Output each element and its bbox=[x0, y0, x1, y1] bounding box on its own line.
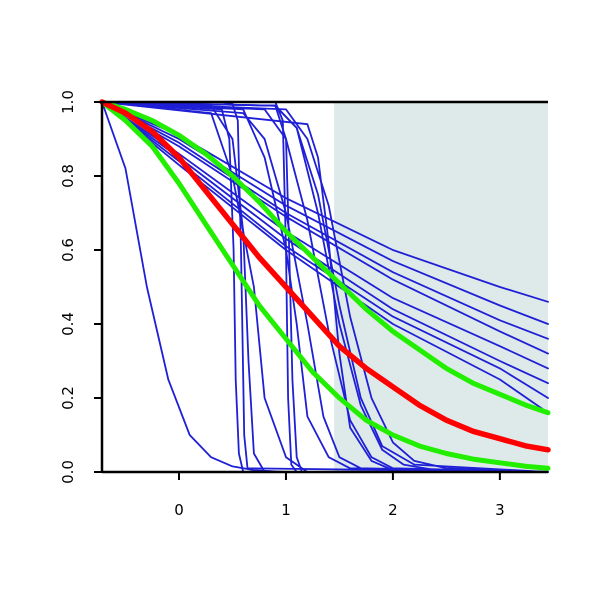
series-line-blue-12 bbox=[101, 101, 549, 473]
series-line-blue-0 bbox=[101, 101, 287, 473]
series-line-blue-6 bbox=[101, 101, 549, 473]
series-line-blue-13 bbox=[101, 101, 549, 473]
shaded-region bbox=[334, 102, 548, 472]
series-line-blue-8 bbox=[101, 101, 549, 473]
shaded-region-layer bbox=[334, 102, 548, 472]
y-tick-label-0: 0.0 bbox=[59, 460, 77, 484]
y-tick-label-5: 1.0 bbox=[59, 90, 77, 114]
series-line-red-24 bbox=[99, 99, 551, 453]
axes-layer: 0 1 2 3 0.0 0.2 0.4 0.6 0.8 1.0 bbox=[59, 90, 548, 519]
x-tick-label-2: 2 bbox=[388, 501, 398, 519]
series-line-green-23 bbox=[99, 99, 551, 471]
y-tick-label-1: 0.2 bbox=[59, 386, 77, 410]
series-line-blue-15 bbox=[101, 101, 549, 325]
y-tick-label-3: 0.6 bbox=[59, 238, 77, 262]
series-line-blue-11 bbox=[101, 101, 549, 473]
series-line-blue-21 bbox=[101, 101, 549, 414]
x-tick-label-0: 0 bbox=[174, 501, 184, 519]
series-line-blue-16 bbox=[101, 101, 549, 340]
y-tick-label-2: 0.4 bbox=[59, 312, 77, 336]
y-tick-label-4: 0.8 bbox=[59, 164, 77, 188]
x-tick-label-1: 1 bbox=[281, 501, 291, 519]
series-line-blue-7 bbox=[101, 101, 549, 473]
series-line-green-22 bbox=[99, 99, 551, 416]
series-line-blue-17 bbox=[101, 101, 549, 355]
x-tick-label-3: 3 bbox=[495, 501, 505, 519]
series-layer bbox=[99, 99, 551, 473]
series-line-blue-4 bbox=[101, 101, 549, 473]
